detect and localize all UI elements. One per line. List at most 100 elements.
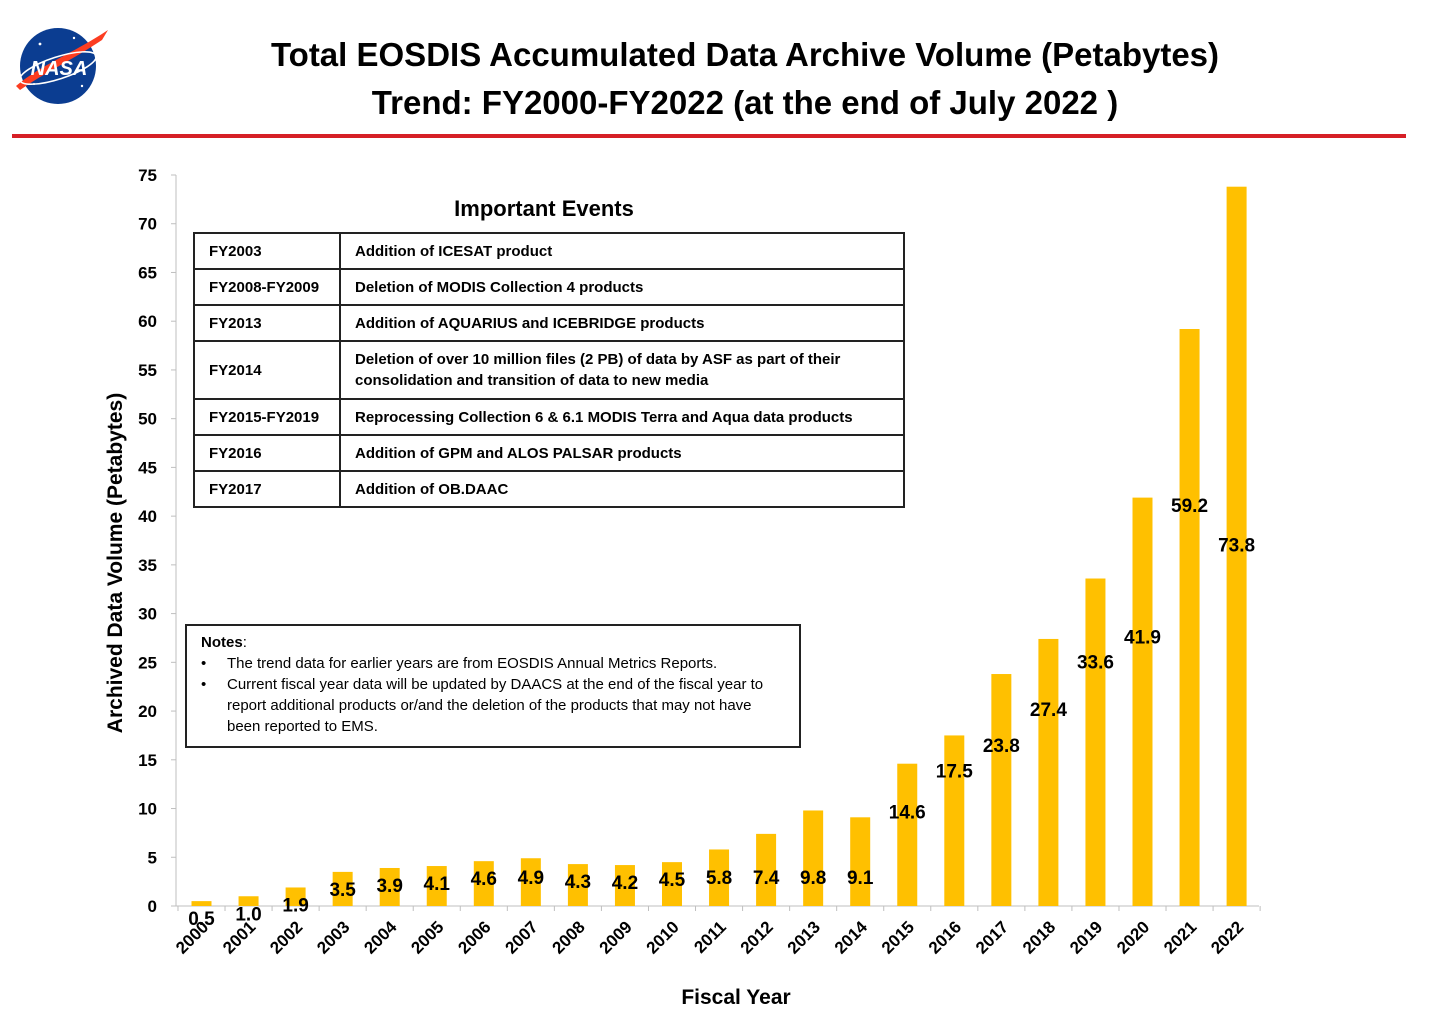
bar bbox=[1085, 578, 1106, 906]
events-row: FY2013 Addition of AQUARIUS and ICEBRIDG… bbox=[193, 304, 905, 342]
y-tick-label: 45 bbox=[138, 458, 157, 477]
bar bbox=[567, 864, 588, 906]
x-tick-label: 2020 bbox=[1113, 917, 1153, 957]
nasa-logo: NASA bbox=[12, 24, 112, 108]
events-title: Important Events bbox=[454, 196, 634, 221]
bar bbox=[897, 763, 918, 906]
event-period: FY2013 bbox=[193, 304, 341, 342]
x-tick-label: 2009 bbox=[596, 917, 636, 957]
events-row: FY2017 Addition of OB.DAAC bbox=[193, 470, 905, 508]
y-tick-label: 15 bbox=[138, 751, 157, 770]
event-description: Deletion of over 10 million files (2 PB)… bbox=[339, 340, 905, 400]
bar bbox=[1226, 186, 1247, 907]
data-label: 17.5 bbox=[936, 761, 973, 782]
data-label: 1.9 bbox=[282, 895, 308, 916]
y-tick-label: 70 bbox=[138, 215, 157, 234]
bar bbox=[991, 674, 1012, 906]
x-tick-label: 2008 bbox=[549, 917, 589, 957]
x-tick-label: 2019 bbox=[1066, 917, 1106, 957]
data-label: 27.4 bbox=[1030, 700, 1067, 721]
events-row: FY2003 Addition of ICESAT product bbox=[193, 232, 905, 270]
events-table: FY2003 Addition of ICESAT product FY2008… bbox=[193, 232, 905, 508]
data-label: 23.8 bbox=[983, 736, 1020, 757]
data-label: 9.1 bbox=[847, 868, 874, 889]
events-row: FY2008-FY2009 Deletion of MODIS Collecti… bbox=[193, 268, 905, 306]
data-label: 3.9 bbox=[376, 876, 402, 897]
x-tick-label: 2002 bbox=[266, 917, 306, 957]
events-row: FY2014 Deletion of over 10 million files… bbox=[193, 340, 905, 400]
event-description: Addition of OB.DAAC bbox=[339, 470, 905, 508]
bar bbox=[662, 862, 682, 906]
x-tick-label: 2007 bbox=[501, 917, 541, 957]
bar bbox=[1132, 497, 1153, 906]
bar bbox=[614, 865, 635, 906]
x-tick-label: 2004 bbox=[360, 917, 401, 958]
bar bbox=[709, 849, 730, 906]
bar bbox=[756, 833, 777, 906]
y-tick-label: 40 bbox=[138, 507, 157, 526]
bullet-icon: • bbox=[201, 655, 207, 672]
events-row: FY2016 Addition of GPM and ALOS PALSAR p… bbox=[193, 434, 905, 472]
y-tick-label: 50 bbox=[138, 410, 157, 429]
bar bbox=[191, 901, 212, 906]
data-label: 33.6 bbox=[1077, 653, 1114, 674]
logo-text: NASA bbox=[31, 58, 88, 80]
y-tick-label: 75 bbox=[138, 166, 157, 185]
y-tick-label: 60 bbox=[138, 312, 157, 331]
x-axis-title: Fiscal Year bbox=[681, 986, 791, 1009]
y-axis-title: Archived Data Volume (Petabytes) bbox=[104, 392, 127, 734]
data-label: 73.8 bbox=[1218, 536, 1255, 557]
logo-orbit bbox=[19, 51, 97, 85]
data-label: 14.6 bbox=[889, 803, 926, 824]
data-label: 4.5 bbox=[659, 870, 686, 891]
chart-title-line2: Trend: FY2000-FY2022 (at the end of July… bbox=[371, 84, 1119, 121]
bar bbox=[426, 866, 447, 906]
x-tick-label: 2006 bbox=[454, 917, 494, 957]
logo-vector-swoosh bbox=[16, 30, 108, 90]
y-tick-label: 20 bbox=[138, 702, 157, 721]
event-period: FY2016 bbox=[193, 434, 341, 472]
data-label: 7.4 bbox=[753, 868, 780, 889]
y-tick-label: 35 bbox=[138, 556, 157, 575]
x-tick-label: 2016 bbox=[925, 917, 965, 957]
data-label: 4.2 bbox=[612, 873, 638, 894]
data-label: 0.5 bbox=[188, 909, 215, 930]
x-tick-label: 2017 bbox=[972, 917, 1012, 957]
data-label: 5.8 bbox=[706, 868, 732, 889]
data-label: 3.5 bbox=[329, 880, 356, 901]
events-row: FY2015-FY2019 Reprocessing Collection 6 … bbox=[193, 398, 905, 436]
y-tick-label: 65 bbox=[138, 263, 157, 282]
data-label: 4.3 bbox=[565, 872, 591, 893]
chart-title-line1: Total EOSDIS Accumulated Data Archive Vo… bbox=[270, 36, 1220, 73]
data-label: 4.9 bbox=[518, 868, 544, 889]
x-tick-label: 2014 bbox=[831, 917, 872, 958]
bar bbox=[1038, 638, 1059, 906]
notes-item-text: The trend data for earlier years are fro… bbox=[227, 655, 718, 672]
bar bbox=[1179, 328, 1200, 907]
x-tick-label: 2022 bbox=[1207, 917, 1247, 957]
event-description: Addition of AQUARIUS and ICEBRIDGE produ… bbox=[339, 304, 905, 342]
x-tick-label: 2021 bbox=[1160, 917, 1200, 957]
x-tick-label: 2012 bbox=[737, 917, 777, 957]
event-period: FY2015-FY2019 bbox=[193, 398, 341, 436]
x-tick-label: 2003 bbox=[313, 917, 353, 957]
bar bbox=[944, 735, 965, 906]
data-label: 59.2 bbox=[1171, 496, 1208, 517]
bar bbox=[473, 861, 494, 906]
y-tick-label: 55 bbox=[138, 361, 157, 380]
data-label: 41.9 bbox=[1124, 628, 1161, 649]
notes-heading: Notes bbox=[201, 634, 243, 651]
event-description: Deletion of MODIS Collection 4 products bbox=[339, 268, 905, 306]
y-tick-label: 25 bbox=[138, 653, 157, 672]
bullet-icon: • bbox=[201, 676, 207, 693]
x-tick-label: 2010 bbox=[643, 917, 683, 957]
data-label: 1.0 bbox=[235, 904, 261, 925]
y-tick-label: 30 bbox=[138, 605, 157, 624]
y-tick-label: 0 bbox=[148, 897, 157, 916]
y-tick-label: 10 bbox=[138, 800, 157, 819]
x-tick-label: 2011 bbox=[690, 917, 730, 957]
notes-heading-line: Notes: bbox=[201, 634, 247, 651]
y-tick-label: 5 bbox=[148, 848, 157, 867]
event-description: Reprocessing Collection 6 & 6.1 MODIS Te… bbox=[339, 398, 905, 436]
